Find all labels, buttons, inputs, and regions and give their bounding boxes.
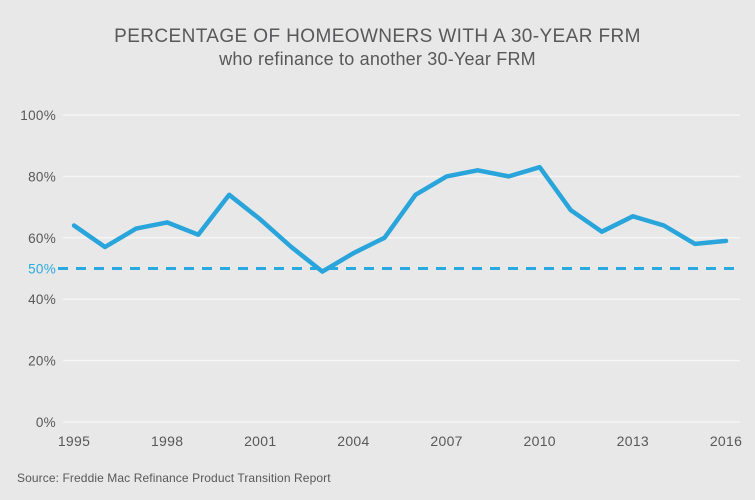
chart-title: PERCENTAGE OF HOMEOWNERS WITH A 30-YEAR … — [114, 26, 641, 47]
x-tick-label: 1998 — [151, 433, 183, 449]
y-tick-label: 100% — [20, 108, 56, 123]
x-tick-label: 2004 — [337, 433, 369, 449]
chart-subtitle: who refinance to another 30-Year FRM — [219, 49, 536, 69]
reference-line-label: 50% — [28, 262, 56, 277]
y-tick-label: 80% — [28, 169, 56, 184]
x-tick-label: 2001 — [244, 433, 276, 449]
x-tick-label: 1995 — [58, 433, 90, 449]
y-tick-label: 20% — [28, 354, 56, 369]
x-tick-label: 2016 — [710, 433, 742, 449]
data-line — [71, 164, 729, 274]
source-note: Source: Freddie Mac Refinance Product Tr… — [17, 471, 331, 485]
y-tick-label: 60% — [28, 231, 56, 246]
x-tick-label: 2013 — [617, 433, 649, 449]
y-tick-label: 40% — [28, 292, 56, 307]
x-tick-label: 2007 — [430, 433, 462, 449]
y-tick-label: 0% — [36, 415, 56, 430]
x-tick-label: 2010 — [524, 433, 556, 449]
chart-title-block: PERCENTAGE OF HOMEOWNERS WITH A 30-YEAR … — [0, 25, 755, 70]
